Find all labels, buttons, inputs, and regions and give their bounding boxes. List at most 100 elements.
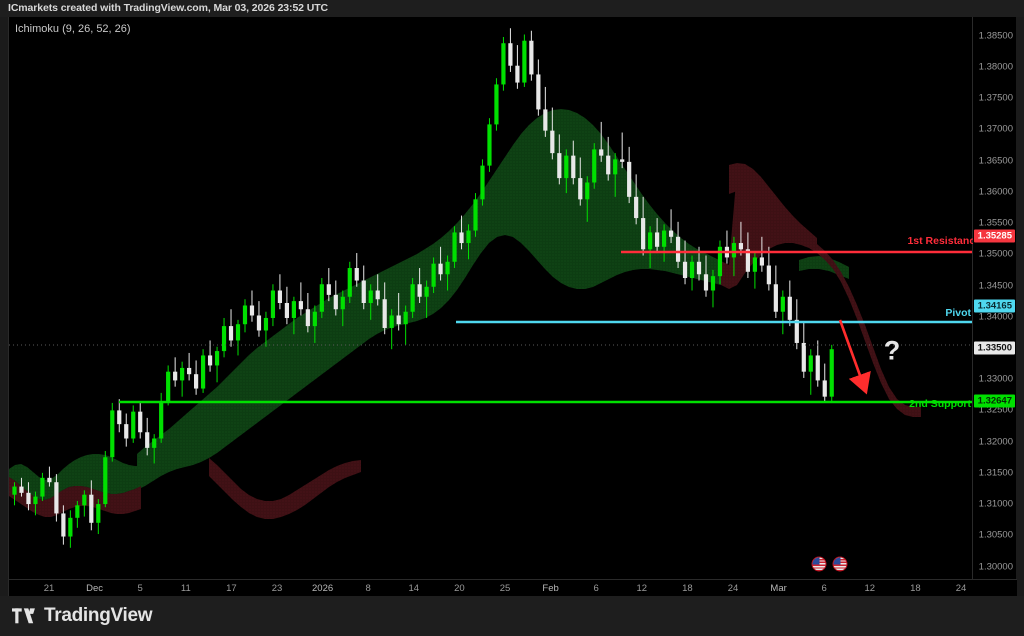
candle-body xyxy=(522,40,527,83)
time-tick: 8 xyxy=(365,583,371,594)
candle-body xyxy=(256,315,262,331)
time-tick: Dec xyxy=(86,583,104,594)
tradingview-brand-text: TradingView xyxy=(44,605,153,626)
time-tick: Mar xyxy=(770,583,787,594)
candle-body xyxy=(682,261,688,279)
chart-frame: Ichimoku (9, 26, 52, 26) 1st Resistance … xyxy=(8,17,1017,596)
price-tick: 1.34000 xyxy=(978,311,1013,323)
candle-body xyxy=(773,284,778,312)
candle-body xyxy=(794,319,799,343)
price-scale[interactable]: 1.38500 1.38000 1.37500 1.37000 1.36500 1.360… xyxy=(972,17,1016,579)
price-tick: 1.32000 xyxy=(978,436,1013,448)
candle-body xyxy=(815,355,820,381)
candle-body xyxy=(780,296,785,312)
candle-body xyxy=(389,315,394,328)
candle-body xyxy=(54,482,59,514)
candle-body xyxy=(641,218,646,250)
candle-body xyxy=(459,232,464,244)
price-tick: 1.33000 xyxy=(978,373,1013,385)
candle-body xyxy=(117,410,122,425)
candle-body xyxy=(312,311,317,327)
economic-event-flag-icon[interactable] xyxy=(811,556,827,572)
candle-body xyxy=(242,305,248,325)
candle-body xyxy=(661,230,667,247)
pivot-price-tag[interactable]: 1.34165 xyxy=(973,299,1015,313)
economic-event-flag-icon[interactable] xyxy=(832,556,848,572)
candle-body xyxy=(703,274,709,291)
candle-body xyxy=(166,371,171,402)
candle-body xyxy=(235,324,241,341)
time-tick: 24 xyxy=(955,583,967,594)
candle-body xyxy=(340,296,345,310)
candle-body xyxy=(382,299,387,328)
candle-body xyxy=(578,178,583,200)
candle-body xyxy=(829,349,834,397)
candle-body xyxy=(717,246,723,277)
time-tick: 24 xyxy=(727,583,739,594)
time-scale[interactable]: 21 Dec 5 11 17 23 2026 8 14 20 25 Feb 6 12 18 24 Mar 6 12 1… xyxy=(9,579,1017,596)
candle-body xyxy=(689,261,695,279)
candle-body xyxy=(96,504,101,523)
candle-body xyxy=(634,196,639,219)
candle-body xyxy=(710,276,716,291)
candle-body xyxy=(291,301,296,318)
candle-body xyxy=(103,457,108,505)
candle-body xyxy=(745,249,751,272)
candle-body xyxy=(200,355,206,389)
candle-body xyxy=(759,257,764,266)
candle-body xyxy=(627,161,632,197)
time-tick: 11 xyxy=(180,583,191,594)
candle-body xyxy=(19,486,24,493)
candle-body xyxy=(368,290,373,303)
candle-body xyxy=(403,311,408,325)
candle-body xyxy=(263,317,269,331)
flag-canton xyxy=(833,557,841,565)
price-tick: 1.36500 xyxy=(978,155,1013,167)
candle-body xyxy=(473,199,478,231)
candle-body xyxy=(89,494,94,523)
time-tick: 6 xyxy=(593,583,599,594)
candle-body xyxy=(424,286,429,297)
time-tick: 21 xyxy=(43,583,55,594)
time-tick: 14 xyxy=(408,583,420,594)
candle-body xyxy=(648,232,653,250)
candle-body xyxy=(431,263,436,287)
candle-body xyxy=(445,261,450,275)
candle-body xyxy=(194,374,199,389)
resistance-price-tag[interactable]: 1.35285 xyxy=(973,229,1015,243)
candle-body xyxy=(207,355,213,366)
price-tick: 1.32500 xyxy=(978,404,1013,416)
candle-body xyxy=(675,236,681,262)
candle-body xyxy=(75,505,80,518)
time-tick: 6 xyxy=(821,583,827,594)
candle-body xyxy=(655,232,660,247)
attribution-text: ICmarkets created with TradingView.com, … xyxy=(8,2,329,14)
candle-body xyxy=(599,149,604,156)
candle-body xyxy=(417,284,422,297)
time-tick: 2026 xyxy=(312,583,334,594)
crosshair-price-tag[interactable]: 1.33500 xyxy=(973,341,1015,355)
candle-body xyxy=(173,371,178,381)
candle-body xyxy=(738,243,744,250)
candle-body xyxy=(452,232,457,262)
time-tick: 20 xyxy=(454,583,465,594)
time-tick: 17 xyxy=(226,583,237,594)
candle-body xyxy=(480,165,485,200)
candle-body xyxy=(12,486,17,495)
time-tick: 18 xyxy=(682,583,693,594)
support-price-tag[interactable]: 1.32647 xyxy=(973,394,1015,408)
candle-body xyxy=(787,296,792,320)
candle-body xyxy=(752,257,757,272)
plot-background xyxy=(9,17,973,579)
candle-body xyxy=(249,305,255,316)
candle-body xyxy=(61,513,66,537)
price-tick: 1.31500 xyxy=(978,467,1013,479)
tradingview-logo-icon xyxy=(12,608,35,624)
price-tick: 1.38000 xyxy=(978,61,1013,73)
price-chart-svg xyxy=(9,17,973,579)
candlestick-series xyxy=(12,28,834,548)
price-tick: 1.37000 xyxy=(978,123,1013,135)
candle-body xyxy=(214,351,220,366)
chart-plot-area[interactable]: Ichimoku (9, 26, 52, 26) 1st Resistance … xyxy=(9,17,973,579)
price-tick: 1.31000 xyxy=(978,498,1013,510)
